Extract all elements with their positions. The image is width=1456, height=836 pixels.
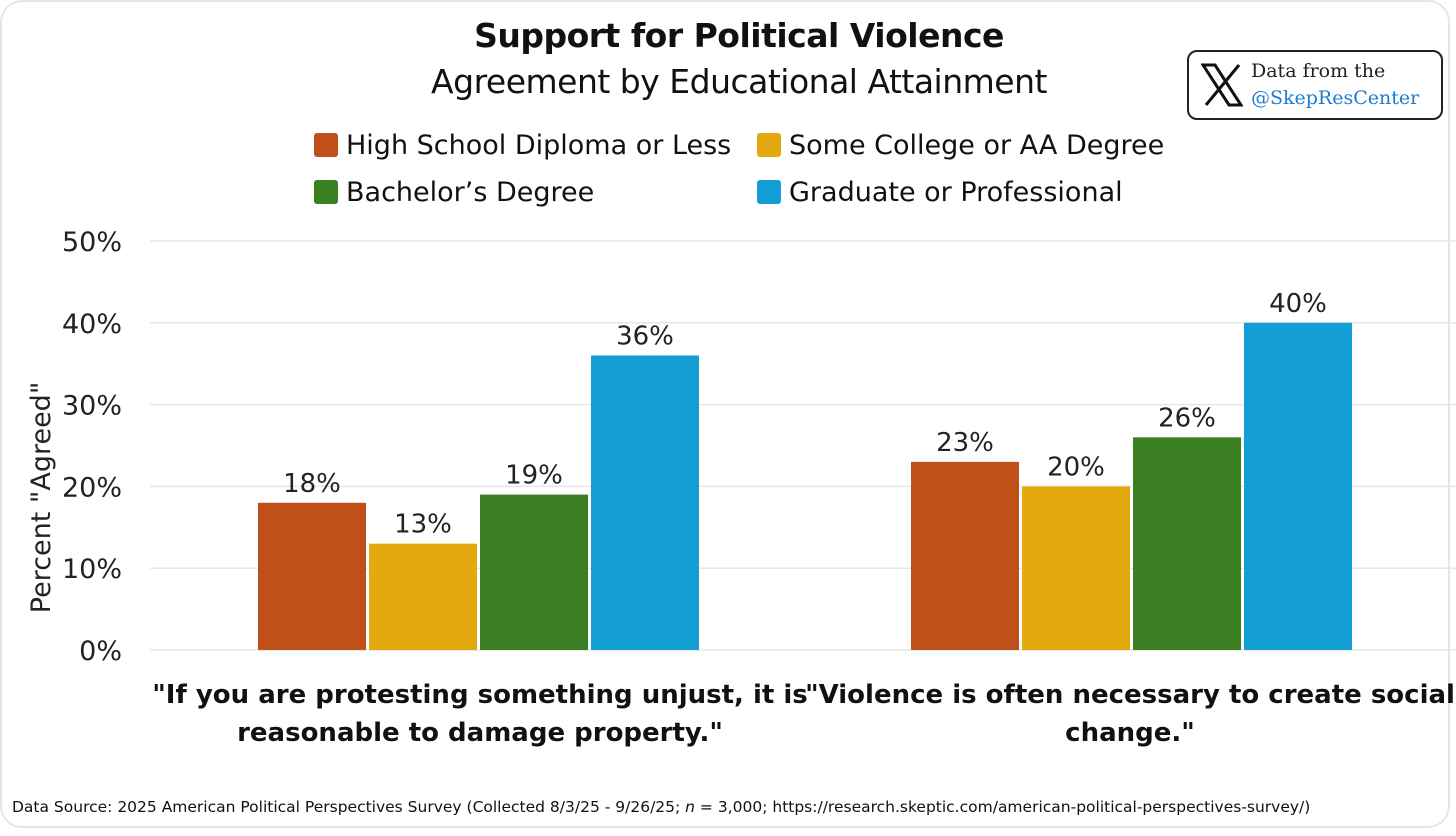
bar [591, 355, 699, 650]
y-tick-label: 40% [62, 309, 122, 340]
category-label-line: change." [1065, 718, 1195, 748]
legend-label: High School Diploma or Less [346, 129, 732, 161]
bar-value-label: 40% [1269, 289, 1327, 319]
chart-title: Support for Political Violence [474, 16, 1004, 55]
x-logo-icon [1201, 63, 1243, 107]
bar [369, 543, 477, 650]
badge-line-1: Data from the [1251, 60, 1386, 82]
data-source-badge[interactable]: Data from the @SkepResCenter [1187, 50, 1443, 120]
y-tick-label: 0% [79, 636, 122, 667]
legend-swatch [757, 133, 781, 157]
data-source-note: Data Source: 2025 American Political Per… [12, 798, 1310, 816]
bar-value-label: 19% [505, 461, 563, 491]
legend-label: Graduate or Professional [789, 176, 1123, 208]
bar-value-label: 18% [283, 469, 341, 499]
legend-item-bachelors: Bachelor’s Degree [314, 176, 595, 208]
bar [911, 461, 1019, 650]
legend-item-high-school: High School Diploma or Less [314, 129, 732, 161]
legend-label: Some College or AA Degree [789, 129, 1165, 161]
bar [480, 494, 588, 650]
bar [1022, 486, 1130, 650]
legend-swatch [757, 180, 781, 204]
legend-label: Bachelor’s Degree [346, 176, 595, 208]
category-label-line: "Violence is often necessary to create s… [805, 680, 1455, 710]
legend-swatch [314, 180, 338, 204]
legend-swatch [314, 133, 338, 157]
y-tick-label: 10% [62, 554, 122, 585]
category-label-2: "Violence is often necessary to create s… [800, 676, 1456, 752]
chart-subtitle: Agreement by Educational Attainment [431, 62, 1047, 101]
badge-handle[interactable]: @SkepResCenter [1251, 87, 1420, 109]
source-n: n [685, 798, 695, 816]
y-tick-label: 20% [62, 472, 122, 503]
source-prefix: Data Source: 2025 American Political Per… [12, 798, 686, 816]
category-label-line: "If you are protesting something unjust,… [152, 680, 808, 710]
y-axis-title: Percent "Agreed" [26, 382, 57, 614]
bar-value-label: 26% [1158, 403, 1216, 433]
bar [1244, 322, 1352, 650]
source-suffix: = 3,000; https://research.skeptic.com/am… [695, 798, 1311, 816]
bar-value-label: 20% [1047, 452, 1105, 482]
legend-item-graduate: Graduate or Professional [757, 176, 1123, 208]
y-tick-label: 50% [62, 227, 122, 258]
bar-value-label: 23% [936, 428, 994, 458]
bar [258, 502, 366, 650]
category-label-1: "If you are protesting something unjust,… [150, 676, 810, 752]
bar-value-label: 36% [616, 322, 674, 352]
bar [1133, 437, 1241, 650]
legend-item-some-college: Some College or AA Degree [757, 129, 1165, 161]
category-label-line: reasonable to damage property." [237, 718, 723, 748]
bar-value-label: 13% [394, 510, 452, 540]
y-tick-label: 30% [62, 391, 122, 422]
